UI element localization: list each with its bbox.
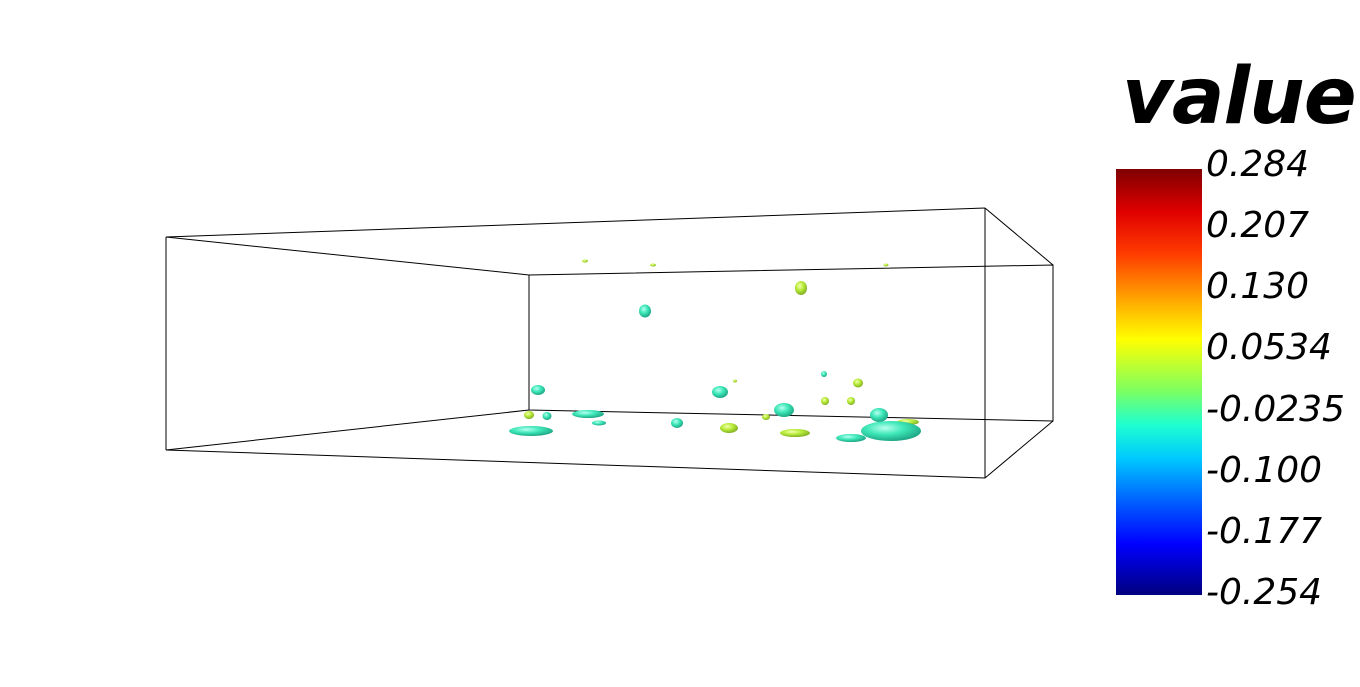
- scalar-bar-tick-label: -0.254: [1206, 572, 1323, 613]
- scalar-bar-tick-label: -0.100: [1206, 450, 1323, 491]
- scalar-bar-color-ramp: [1116, 169, 1202, 595]
- box-edge: [165, 236, 530, 276]
- glyph: [582, 259, 588, 263]
- glyph: [821, 397, 829, 405]
- scalar-bar-tick-label: 0.0534: [1206, 327, 1332, 368]
- glyph: [509, 426, 553, 436]
- glyph: [870, 408, 888, 422]
- glyph: [821, 371, 827, 377]
- box-edge: [165, 207, 986, 238]
- glyph: [847, 397, 855, 405]
- scalar-bar-tick-label: 0.130: [1206, 266, 1310, 307]
- glyph: [720, 423, 738, 433]
- glyph: [762, 414, 770, 420]
- box-edge: [984, 420, 1054, 479]
- glyph: [795, 281, 807, 295]
- glyph: [883, 263, 889, 267]
- glyph: [592, 420, 606, 426]
- box-edge: [984, 207, 1054, 266]
- glyph: [774, 403, 794, 417]
- glyph: [531, 385, 545, 395]
- box-edge: [165, 449, 986, 479]
- bounding-box-outline: [165, 207, 1054, 479]
- scalar-bar-tick-label: -0.177: [1206, 511, 1323, 552]
- box-back-face: [528, 264, 1054, 422]
- glyph: [712, 386, 728, 398]
- isosurface-glyphs: [509, 259, 921, 442]
- scalar-bar-title: value: [1122, 52, 1357, 142]
- glyph: [861, 421, 921, 441]
- scalar-bar-tick-label: 0.207: [1206, 205, 1310, 246]
- glyph: [853, 378, 863, 388]
- glyph: [572, 410, 604, 418]
- glyph: [836, 434, 866, 442]
- glyph: [671, 418, 683, 428]
- glyph: [524, 411, 534, 419]
- glyph: [650, 263, 656, 267]
- glyph: [542, 412, 552, 420]
- scalar-bar-tick-label: -0.0235: [1206, 389, 1345, 430]
- scalar-bar-tick-label: 0.284: [1206, 144, 1310, 185]
- glyph: [780, 429, 810, 437]
- glyph: [639, 304, 651, 318]
- glyph: [733, 379, 737, 383]
- box-edge: [165, 409, 530, 451]
